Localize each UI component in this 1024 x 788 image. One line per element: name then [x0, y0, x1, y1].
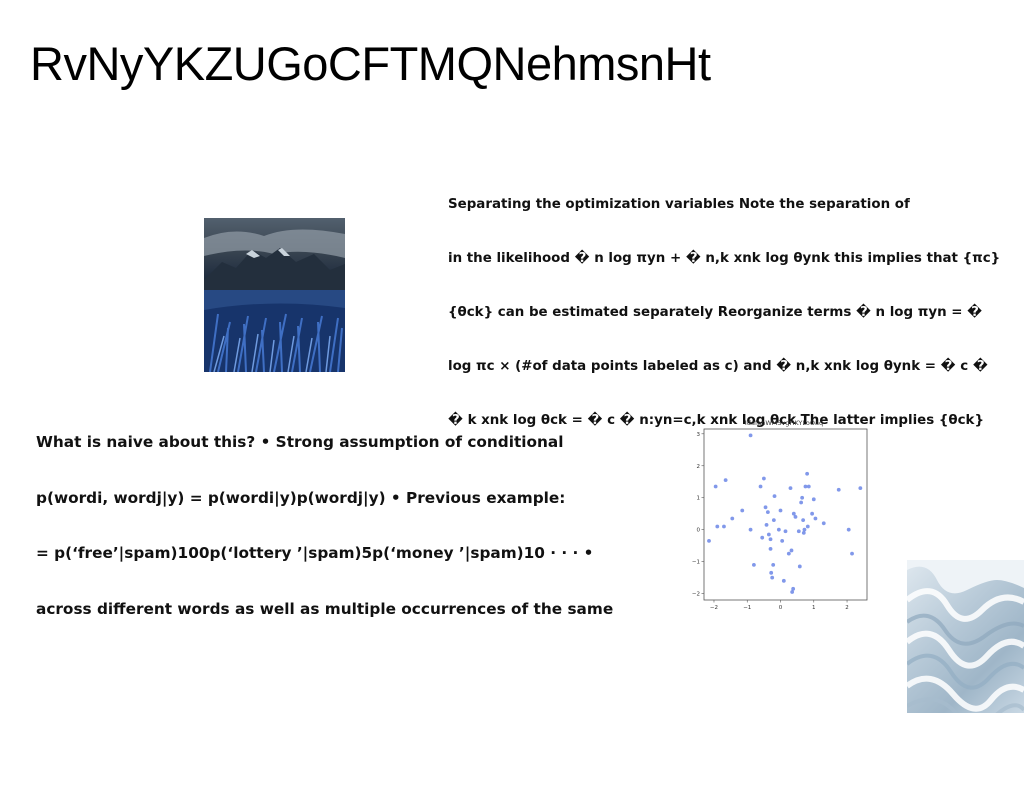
data-point	[810, 511, 815, 516]
data-point	[740, 508, 745, 513]
text-line: across different words as well as multip…	[36, 599, 614, 618]
text-line: p(wordi, wordj|y) = p(wordi|y)p(wordj|y)…	[36, 488, 566, 507]
data-point	[769, 570, 774, 575]
data-point	[760, 535, 765, 540]
data-point	[771, 562, 776, 567]
naive-assumption-text-block: What is naive about this? • Strong assum…	[36, 396, 613, 637]
data-point	[761, 476, 766, 481]
data-point	[799, 500, 804, 505]
data-point	[846, 527, 851, 532]
data-point	[788, 486, 793, 491]
x-tick-label: 0	[779, 605, 783, 611]
data-point	[811, 497, 816, 502]
data-point	[730, 516, 735, 521]
likelihood-text-block: Separating the optimization variables No…	[448, 160, 1000, 448]
data-point	[772, 494, 777, 499]
data-point	[791, 511, 796, 516]
data-point	[805, 524, 810, 529]
y-tick-label: 1	[697, 496, 701, 502]
data-point	[803, 484, 808, 489]
data-point	[780, 538, 785, 543]
text-line: {θck} can be estimated separately Reorga…	[448, 305, 983, 320]
data-point	[790, 590, 795, 594]
data-point	[766, 532, 771, 537]
data-point	[722, 524, 726, 529]
data-point	[858, 486, 863, 491]
data-point	[806, 484, 811, 489]
data-point	[800, 495, 805, 500]
x-tick-label: 2	[845, 605, 849, 611]
text-line: � k xnk log θck = � c � n:yn=c,k xnk log…	[448, 413, 984, 428]
data-point	[713, 484, 718, 489]
data-point	[850, 551, 854, 556]
data-point	[786, 551, 791, 556]
data-point	[748, 433, 753, 438]
text-line: log πc × (#of data points labeled as c) …	[448, 359, 988, 374]
plot-area	[703, 428, 868, 601]
data-point	[791, 586, 796, 591]
data-point	[801, 518, 806, 522]
data-point	[758, 484, 763, 489]
data-point	[768, 546, 773, 551]
data-point	[770, 575, 775, 580]
y-tick-label: 0	[697, 528, 701, 534]
data-point	[805, 471, 810, 476]
mountain-lake-image	[204, 218, 345, 372]
text-line: in the likelihood � n log πyn + � n,k xn…	[448, 251, 1001, 266]
x-tick-label: 1	[812, 605, 816, 611]
data-point	[793, 514, 798, 519]
data-point	[801, 530, 806, 535]
abstract-waves-image	[907, 560, 1024, 713]
data-point	[748, 527, 753, 532]
data-point	[765, 510, 770, 515]
data-point	[836, 487, 841, 492]
x-tick-label: −1	[743, 605, 751, 611]
chart-title: IdafanWMSvgHKYLoOaq	[745, 419, 823, 427]
y-tick-label: 3	[697, 432, 701, 438]
data-point	[723, 478, 728, 483]
data-point	[783, 529, 788, 534]
slide-title: RvNyYKZUGoCFTMQNehmsnHt	[30, 37, 711, 90]
data-point	[763, 505, 768, 510]
data-point	[778, 508, 783, 513]
data-point	[797, 564, 802, 569]
data-point	[781, 578, 786, 583]
data-point	[789, 548, 794, 553]
data-point	[707, 538, 711, 543]
text-line: = p(‘free’|spam)100p(‘lottery ’|spam)5p(…	[36, 544, 594, 562]
text-line: What is naive about this? • Strong assum…	[36, 433, 564, 451]
data-point	[771, 518, 776, 522]
y-tick-label: −2	[692, 592, 700, 598]
mountain-lake-graphic	[204, 229, 345, 372]
axis-ticks: −2 −1 0 1 2 −2 −1 0 1 2 3	[692, 432, 849, 611]
data-point	[813, 516, 818, 521]
data-point	[821, 521, 826, 526]
abstract-waves-graphic	[907, 560, 1024, 713]
x-tick-label: −2	[710, 605, 718, 611]
data-points	[707, 433, 863, 594]
scatter-plot: IdafanWMSvgHKYLoOaq −2 −1 0 1 2 −2 −1 0 1 2 3	[692, 419, 868, 611]
y-tick-label: 2	[697, 464, 701, 470]
text-line: Separating the optimization variables No…	[448, 197, 910, 212]
data-point	[715, 524, 720, 529]
data-point	[764, 522, 769, 527]
data-point	[751, 562, 756, 567]
data-point	[802, 527, 807, 532]
data-point	[768, 537, 773, 542]
data-point	[776, 527, 781, 532]
data-point	[796, 529, 801, 534]
y-tick-label: −1	[692, 560, 700, 566]
